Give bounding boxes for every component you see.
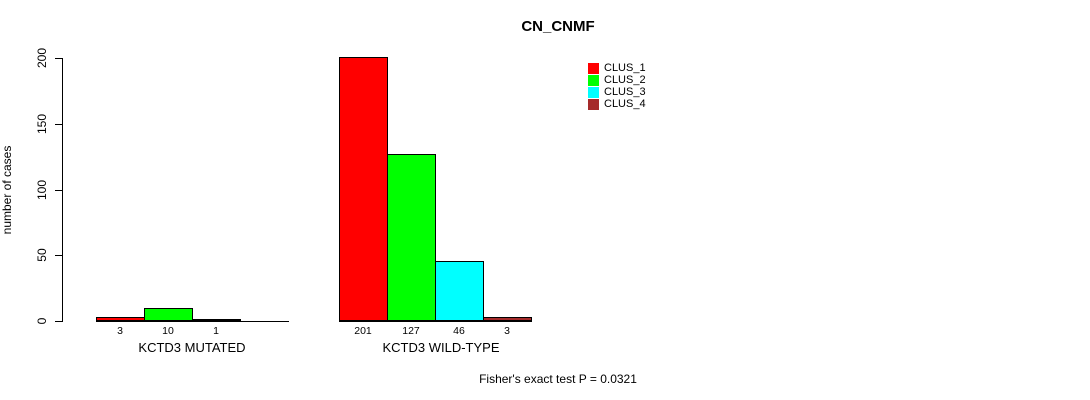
chart-title: CN_CNMF: [521, 18, 595, 35]
y-axis-label: number of cases: [0, 145, 14, 235]
legend-item: CLUS_4: [588, 98, 646, 110]
bar-value-label: 10: [162, 325, 174, 337]
y-axis-line: [62, 58, 63, 322]
bar-clus_1: [339, 57, 388, 321]
bar-clus_1: [96, 317, 145, 321]
y-tick: [55, 321, 62, 322]
legend-label: CLUS_1: [604, 62, 646, 74]
bar-value-label: 1: [213, 325, 219, 337]
bar-value-label: 46: [453, 325, 465, 337]
bar-value-label: 127: [402, 325, 420, 337]
legend-swatch: [588, 98, 599, 110]
legend-item: CLUS_1: [588, 62, 646, 74]
annotation-fisher-test: Fisher's exact test P = 0.0321: [479, 372, 637, 386]
legend-item: CLUS_3: [588, 86, 646, 98]
y-tick-label: 50: [35, 248, 49, 262]
group-baseline: [96, 321, 289, 322]
y-tick: [55, 190, 62, 191]
x-group-label-wildtype: KCTD3 WILD-TYPE: [382, 340, 500, 355]
x-group-label-mutated: KCTD3 MUTATED: [138, 340, 246, 355]
legend-item: CLUS_2: [588, 74, 646, 86]
y-tick-label: 200: [35, 47, 49, 69]
bar-value-label: 201: [354, 325, 372, 337]
legend-label: CLUS_3: [604, 86, 646, 98]
legend: CLUS_1 CLUS_2 CLUS_3 CLUS_4: [588, 62, 646, 110]
bar-value-label: 3: [117, 325, 123, 337]
y-tick: [55, 58, 62, 59]
bar-clus_2: [387, 154, 436, 321]
bar-clus_3: [435, 261, 484, 321]
legend-label: CLUS_4: [604, 98, 646, 110]
legend-swatch: [588, 62, 599, 74]
y-tick-label: 150: [35, 113, 49, 135]
bar-clus_2: [144, 308, 193, 321]
bar-clus_4: [483, 317, 532, 321]
y-tick-label: 100: [35, 179, 49, 201]
legend-swatch: [588, 74, 599, 86]
bar-clus_3: [192, 319, 241, 321]
y-tick-label: 0: [35, 317, 49, 325]
legend-swatch: [588, 86, 599, 98]
legend-label: CLUS_2: [604, 74, 646, 86]
bar-value-label: 3: [504, 325, 510, 337]
y-tick: [55, 255, 62, 256]
y-tick: [55, 124, 62, 125]
group-baseline: [339, 321, 532, 322]
